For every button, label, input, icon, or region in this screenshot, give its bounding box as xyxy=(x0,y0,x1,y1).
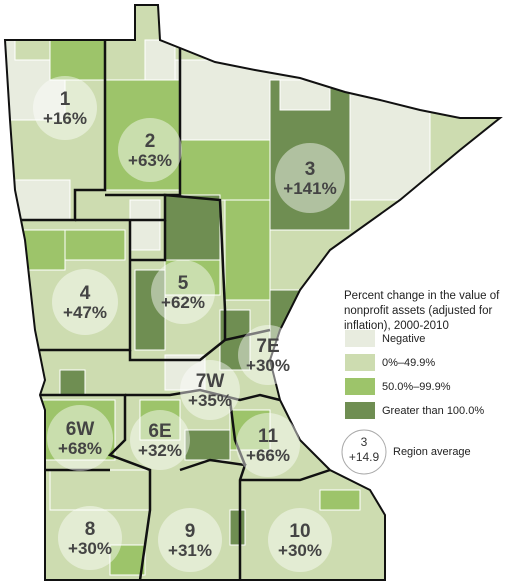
region-circle xyxy=(52,269,118,335)
legend-label: Greater than 100.0% xyxy=(382,405,484,417)
region-circle xyxy=(275,143,345,213)
legend-sample-value: +14.9 xyxy=(349,450,380,464)
region-id: 6E xyxy=(148,421,171,442)
legend-swatch xyxy=(345,354,375,371)
region-change: +16% xyxy=(43,109,87,128)
region-change: +35% xyxy=(188,391,232,410)
region-change: +47% xyxy=(63,303,107,322)
county xyxy=(144,39,176,81)
region-id: 7E xyxy=(256,336,279,357)
county xyxy=(134,269,166,351)
county xyxy=(64,229,126,261)
region-circle xyxy=(236,413,300,477)
legend-label: 0%–49.9% xyxy=(382,357,435,369)
legend-sample-label: Region average xyxy=(393,446,471,458)
region-change: +63% xyxy=(128,151,172,170)
region-circle xyxy=(151,260,215,324)
region-circle xyxy=(33,76,97,140)
region-id: 3 xyxy=(305,159,316,180)
region-change: +141% xyxy=(283,179,336,198)
county xyxy=(104,79,181,191)
region-id: 4 xyxy=(80,283,91,304)
county xyxy=(14,39,51,61)
region-id: 6W xyxy=(66,419,95,440)
region-id: 9 xyxy=(185,521,196,542)
county xyxy=(49,39,106,81)
county xyxy=(319,489,361,511)
region-id: 5 xyxy=(178,273,189,294)
region-circle xyxy=(180,360,240,420)
region-id: 1 xyxy=(60,89,71,110)
county xyxy=(229,509,246,546)
legend-sample-circle xyxy=(341,429,387,475)
region-change: +32% xyxy=(138,441,182,460)
county xyxy=(59,369,86,396)
legend: Negative 0%–49.9% 50.0%–99.9% Greater than … xyxy=(341,330,484,475)
county xyxy=(229,409,271,451)
legend-label: 50.0%–99.9% xyxy=(382,381,451,393)
region-circle xyxy=(130,410,190,470)
region-change: +30% xyxy=(246,356,290,375)
region-id: 2 xyxy=(145,131,156,152)
region-change: +31% xyxy=(168,541,212,560)
region-circle xyxy=(158,508,222,572)
region-id: 8 xyxy=(85,519,96,540)
region-circle xyxy=(47,405,113,471)
region-borders xyxy=(5,40,331,580)
county xyxy=(129,199,161,251)
county xyxy=(224,199,271,301)
region-change: +30% xyxy=(68,539,112,558)
county xyxy=(39,399,116,461)
region-change: +66% xyxy=(246,446,290,465)
legend-title: Percent change in the value of nonprofit… xyxy=(344,290,500,332)
county xyxy=(9,479,41,501)
county xyxy=(109,544,146,576)
county xyxy=(139,399,181,441)
region-circle xyxy=(58,506,122,570)
county xyxy=(179,139,271,201)
region-id: 7W xyxy=(196,371,225,392)
region-labels: 1+16%2+63% 3+141%4+47%5+62%7E+30%7W+35%6W… xyxy=(33,76,345,572)
county xyxy=(5,179,71,221)
region-change: +62% xyxy=(161,293,205,312)
region-change: +68% xyxy=(58,439,102,458)
region-id: 10 xyxy=(289,521,310,542)
county xyxy=(49,469,151,511)
region-circle xyxy=(118,118,182,182)
legend-swatch xyxy=(345,330,375,347)
legend-label: Negative xyxy=(382,333,425,345)
legend-swatch xyxy=(345,402,375,419)
region-id: 11 xyxy=(258,426,279,447)
region-circle xyxy=(238,325,298,385)
region-change: +30% xyxy=(278,541,322,560)
county xyxy=(184,429,231,461)
region-circle xyxy=(268,508,332,572)
legend-sample-region: 3 xyxy=(361,435,368,449)
county xyxy=(164,259,221,296)
legend-swatch xyxy=(345,378,375,395)
